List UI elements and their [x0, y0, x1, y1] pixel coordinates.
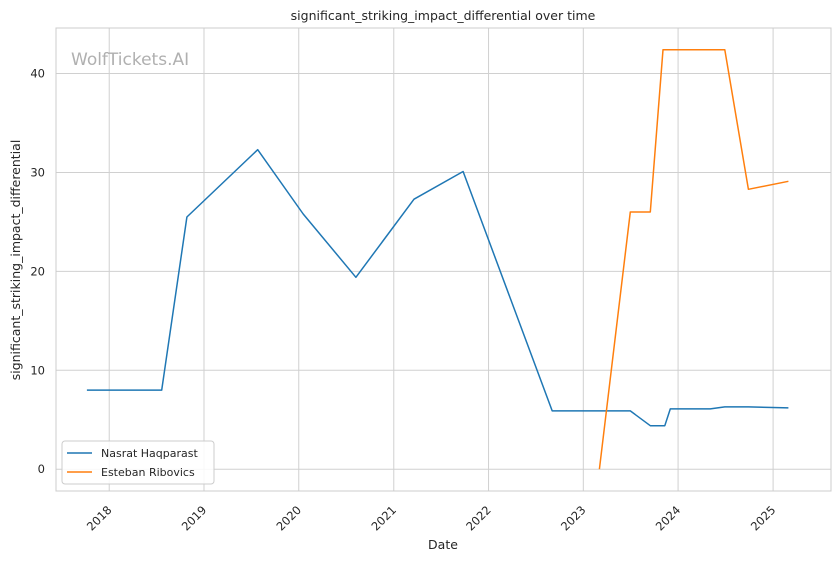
y-tick-labels: 0 10 20 30 40	[30, 67, 45, 477]
y-tick-label: 20	[30, 264, 45, 278]
series-layer	[86, 49, 789, 470]
y-tick-label: 30	[30, 165, 45, 179]
legend-label-esteban: Esteban Ribovics	[101, 466, 195, 479]
x-gridlines	[108, 28, 774, 491]
legend: Nasrat Haqparast Esteban Ribovics	[61, 440, 215, 485]
y-tick-label: 0	[38, 462, 45, 476]
watermark-text: WolfTickets.AI	[71, 50, 189, 70]
y-axis-title: significant_striking_impact_differential	[8, 140, 23, 381]
x-axis-title: Date	[428, 537, 458, 552]
chart-title: significant_striking_impact_differential…	[291, 8, 596, 23]
series-line-esteban-ribovics	[598, 49, 789, 470]
plot-area-frame	[55, 27, 832, 492]
series-line-nasrat-haqparast	[86, 148, 789, 427]
y-tick-label: 40	[30, 67, 45, 81]
legend-label-nasrat: Nasrat Haqparast	[101, 447, 198, 460]
legend-box	[61, 440, 215, 485]
y-tick-label: 10	[30, 363, 45, 377]
